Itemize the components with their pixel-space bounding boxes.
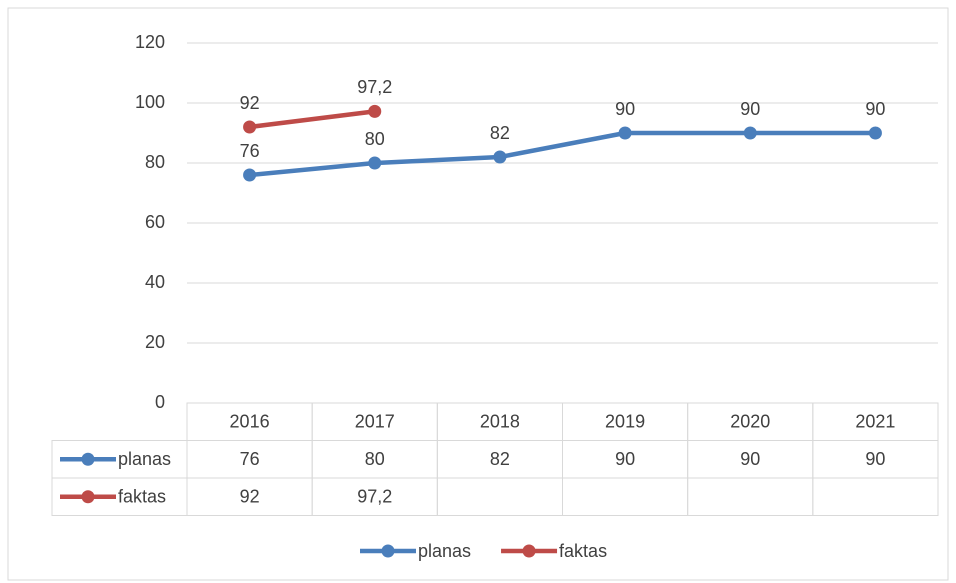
- y-tick-label: 120: [135, 32, 165, 52]
- point: [493, 150, 507, 164]
- legend-key-marker: [81, 452, 95, 466]
- point: [618, 126, 632, 140]
- x-tick-label: 2019: [605, 412, 645, 432]
- y-tick-label: 60: [145, 212, 165, 232]
- table-value: 80: [365, 449, 385, 469]
- x-tick-label: 2020: [730, 412, 770, 432]
- point: [868, 126, 882, 140]
- point: [743, 126, 757, 140]
- y-tick-label: 80: [145, 152, 165, 172]
- x-tick-label: 2018: [480, 412, 520, 432]
- y-tick-label: 100: [135, 92, 165, 112]
- data-label: 82: [490, 123, 510, 143]
- y-tick-label: 20: [145, 332, 165, 352]
- data-label: 90: [615, 99, 635, 119]
- table-value: 90: [865, 449, 885, 469]
- table-value: 97,2: [357, 487, 392, 507]
- point: [368, 104, 382, 118]
- x-tick-label: 2021: [855, 412, 895, 432]
- series-line: [247, 109, 377, 130]
- x-tick-label: 2016: [230, 412, 270, 432]
- table-cell: [812, 477, 939, 516]
- legend-marker: [522, 544, 536, 558]
- legend-key-marker: [81, 490, 95, 504]
- legend-label: faktas: [559, 541, 607, 561]
- y-tick-label: 40: [145, 272, 165, 292]
- table-value: 90: [740, 449, 760, 469]
- data-label: 92: [240, 93, 260, 113]
- data-label: 90: [865, 99, 885, 119]
- table-value: 90: [615, 449, 635, 469]
- point: [368, 156, 382, 170]
- table-value: 82: [490, 449, 510, 469]
- data-label: 97,2: [357, 77, 392, 97]
- x-tick-label: 2017: [355, 412, 395, 432]
- table-row-label: planas: [118, 449, 171, 469]
- data-label: 76: [240, 141, 260, 161]
- data-label: 90: [740, 99, 760, 119]
- y-tick-label: 0: [155, 392, 165, 412]
- legend-label: planas: [418, 541, 471, 561]
- series-line: [247, 130, 878, 178]
- point: [243, 120, 257, 134]
- table-value: 76: [240, 449, 260, 469]
- legend-marker: [381, 544, 395, 558]
- table-value: 92: [240, 487, 260, 507]
- data-label: 80: [365, 129, 385, 149]
- table-row-label: faktas: [118, 487, 166, 507]
- point: [243, 168, 257, 182]
